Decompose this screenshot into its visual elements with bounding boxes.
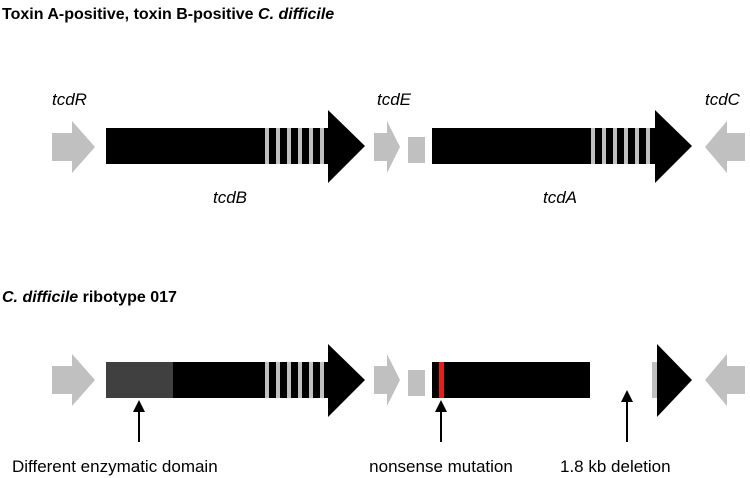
- annotation: 1.8 kb deletion: [560, 457, 671, 476]
- title-italic: C. difficile: [258, 6, 334, 23]
- gene-arrow: [374, 121, 400, 173]
- arrow-head: [657, 344, 692, 417]
- gene-bar: [432, 362, 590, 398]
- gene-label: tcdE: [377, 90, 412, 109]
- repeats: [591, 128, 650, 164]
- gene-arrow: [705, 121, 745, 173]
- panel-title: Toxin A-positive, toxin B-positive C. di…: [2, 6, 334, 23]
- title-text: ribotype 017: [83, 289, 177, 306]
- arrow-head: [328, 110, 365, 183]
- gene-arrow: [374, 354, 400, 406]
- gene-label: tcdC: [705, 90, 741, 109]
- gene-box: [408, 137, 425, 163]
- gene-bar: [106, 128, 330, 164]
- gene-bar: [173, 362, 330, 398]
- title-italic: C. difficile: [2, 289, 78, 306]
- gene-row: [52, 344, 745, 417]
- title-text: Toxin A-positive, toxin B-positive: [2, 6, 254, 23]
- gene-label: tcdR: [52, 90, 87, 109]
- repeats: [265, 128, 324, 164]
- pointer-arrows: [133, 390, 633, 442]
- annotation: nonsense mutation: [369, 457, 513, 476]
- gene-arrow: [52, 121, 95, 173]
- gene-box: [408, 370, 425, 396]
- panel-title: C. difficile ribotype 017: [2, 289, 177, 306]
- repeats: [265, 362, 324, 398]
- mutation: [439, 362, 444, 398]
- arrow-head: [328, 344, 365, 417]
- arrow-head: [655, 110, 692, 183]
- gene-arrow: [705, 354, 745, 406]
- annotation: Different enzymatic domain: [12, 457, 218, 476]
- gene-arrow: [52, 354, 95, 406]
- gene-label: tcdA: [543, 188, 577, 207]
- gene-label: tcdB: [213, 188, 247, 207]
- gene-row: [52, 110, 745, 183]
- gene-bar: [432, 128, 657, 164]
- domain-box: [106, 362, 174, 398]
- gene-box: [652, 362, 658, 398]
